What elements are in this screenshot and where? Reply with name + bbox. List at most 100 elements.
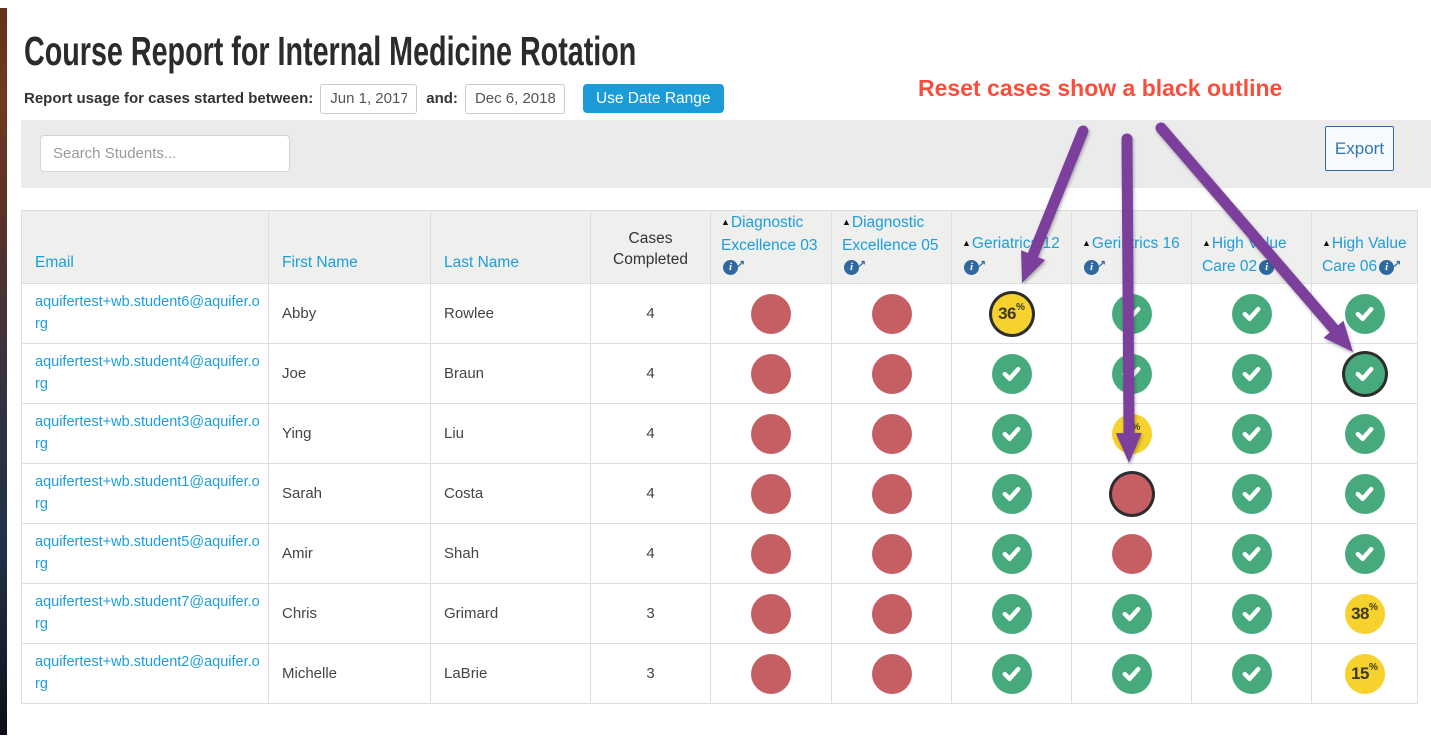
column-header-high-value-care-02[interactable]: ▲High Value Care 02 i ↗	[1191, 210, 1312, 284]
column-header-high-value-care-06[interactable]: ▲High Value Care 06 i ↗	[1311, 210, 1418, 284]
student-email-link[interactable]: aquifertest+wb.student3@aquifer.org	[35, 414, 260, 452]
last-name-cell: Liu	[430, 403, 591, 464]
student-row: aquifertest+wb.student5@aquifer.org Amir S…	[21, 523, 1418, 584]
case-status-cell	[1191, 283, 1312, 344]
check-icon	[1355, 546, 1374, 562]
start-date-input[interactable]	[320, 83, 418, 114]
column-header-last-name[interactable]: Last Name	[430, 210, 591, 284]
complete-status-icon-reset	[1344, 353, 1385, 394]
last-name-cell: Shah	[430, 523, 591, 584]
cases-completed-cell: 3	[590, 583, 711, 644]
toolbar: Export	[21, 120, 1431, 188]
case-header-line: Excellence 03	[721, 237, 818, 254]
annotation-text: Reset cases show a black outline	[918, 75, 1283, 101]
complete-status-icon	[991, 593, 1032, 634]
check-icon	[1242, 606, 1261, 622]
column-header-email[interactable]: Email	[21, 210, 269, 284]
student-email-link[interactable]: aquifertest+wb.student2@aquifer.org	[35, 654, 260, 692]
column-header-diagnostic-excellence-03[interactable]: ▲Diagnostic Excellence 03 i ↗	[710, 210, 832, 284]
case-status-cell	[1071, 523, 1192, 584]
incomplete-status-icon	[751, 473, 791, 514]
student-email-link[interactable]: aquifertest+wb.student6@aquifer.org	[35, 294, 260, 332]
student-row: aquifertest+wb.student7@aquifer.org Chris…	[21, 583, 1418, 644]
case-status-cell	[1311, 523, 1418, 584]
incomplete-status-icon	[871, 413, 912, 454]
cases-completed-cell: 4	[590, 403, 711, 464]
percent-sign: %	[1131, 422, 1141, 433]
search-students-input[interactable]	[40, 135, 290, 172]
first-name-cell: Chris	[268, 583, 431, 644]
first-name-cell: Ying	[268, 403, 431, 464]
cases-completed-cell: 4	[590, 523, 711, 584]
sort-asc-icon: ▲	[1202, 238, 1211, 248]
incomplete-status-icon	[751, 353, 791, 394]
percent-sign: %	[1369, 602, 1378, 613]
incomplete-status-icon	[751, 593, 791, 634]
case-status-cell: 36%	[951, 283, 1072, 344]
page-title: Course Report for Internal Medicine Rota…	[24, 28, 637, 74]
info-icon[interactable]: i ↗	[964, 259, 986, 276]
cases-completed-cell: 4	[590, 283, 711, 344]
case-status-cell	[1071, 343, 1192, 404]
case-status-cell	[831, 283, 952, 344]
student-email-link[interactable]: aquifertest+wb.student4@aquifer.org	[35, 354, 260, 392]
student-email-link[interactable]: aquifertest+wb.student7@aquifer.org	[35, 594, 260, 632]
column-header-geriatrics-12[interactable]: ▲Geriatrics 12 i ↗	[951, 210, 1072, 284]
end-date-input[interactable]	[464, 83, 565, 114]
case-status-cell	[710, 643, 832, 704]
check-icon	[1355, 486, 1374, 502]
case-header-line: ▲Diagnostic	[842, 214, 925, 231]
incomplete-status-icon	[871, 473, 912, 514]
check-icon	[1122, 366, 1141, 382]
percent-sign: %	[1016, 302, 1025, 313]
case-header-info-line: i ↗	[721, 256, 829, 277]
case-header-line: ▲Diagnostic	[721, 214, 804, 231]
info-icon[interactable]: i ↗	[844, 259, 866, 276]
case-status-cell	[1311, 463, 1418, 524]
info-icon[interactable]: i ↗	[1259, 259, 1281, 276]
export-button[interactable]: Export	[1325, 126, 1394, 171]
case-status-cell	[710, 583, 832, 644]
case-status-cell	[951, 343, 1072, 404]
external-link-arrow-icon: ↗	[977, 259, 986, 271]
student-row: aquifertest+wb.student2@aquifer.org Miche…	[21, 643, 1418, 704]
email-cell: aquifertest+wb.student4@aquifer.org	[21, 343, 269, 404]
incomplete-status-icon	[751, 293, 791, 334]
case-status-cell: 15%	[1311, 643, 1418, 704]
check-icon	[1242, 486, 1261, 502]
complete-status-icon	[1231, 353, 1272, 394]
case-header-line: ▲Geriatrics 12	[962, 235, 1060, 252]
email-cell: aquifertest+wb.student3@aquifer.org	[21, 403, 269, 464]
case-status-cell	[1191, 583, 1312, 644]
case-status-cell	[1311, 403, 1418, 464]
check-icon	[1002, 666, 1021, 682]
student-row: aquifertest+wb.student3@aquifer.org Ying L…	[21, 403, 1418, 464]
sort-asc-icon: ▲	[1082, 238, 1091, 248]
case-header-line: ▲Geriatrics 16	[1082, 235, 1180, 252]
student-email-link[interactable]: aquifertest+wb.student5@aquifer.org	[35, 534, 260, 572]
column-header-geriatrics-16[interactable]: ▲Geriatrics 16 i ↗	[1071, 210, 1192, 284]
email-cell: aquifertest+wb.student6@aquifer.org	[21, 283, 269, 344]
complete-status-icon	[1231, 533, 1272, 574]
check-icon	[1242, 546, 1261, 562]
student-email-link[interactable]: aquifertest+wb.student1@aquifer.org	[35, 474, 260, 512]
complete-status-icon	[1344, 473, 1385, 514]
info-glyph: i	[969, 261, 974, 274]
case-status-cell	[710, 343, 832, 404]
check-icon	[1122, 666, 1141, 682]
first-name-cell: Amir	[268, 523, 431, 584]
info-icon[interactable]: i ↗	[723, 259, 745, 276]
case-status-cell	[951, 523, 1072, 584]
info-icon[interactable]: i ↗	[1084, 259, 1106, 276]
email-cell: aquifertest+wb.student5@aquifer.org	[21, 523, 269, 584]
sort-asc-icon: ▲	[842, 217, 851, 227]
info-icon[interactable]: i ↗	[1379, 259, 1401, 276]
first-name-cell: Sarah	[268, 463, 431, 524]
column-header-diagnostic-excellence-05[interactable]: ▲Diagnostic Excellence 05 i ↗	[831, 210, 952, 284]
column-header-first-name[interactable]: First Name	[268, 210, 431, 284]
case-header-info-line: i ↗	[842, 256, 949, 277]
case-header-info-line: i ↗	[1082, 256, 1189, 277]
check-icon	[1242, 366, 1261, 382]
use-date-range-button[interactable]: Use Date Range	[582, 84, 724, 113]
check-icon	[1002, 546, 1021, 562]
